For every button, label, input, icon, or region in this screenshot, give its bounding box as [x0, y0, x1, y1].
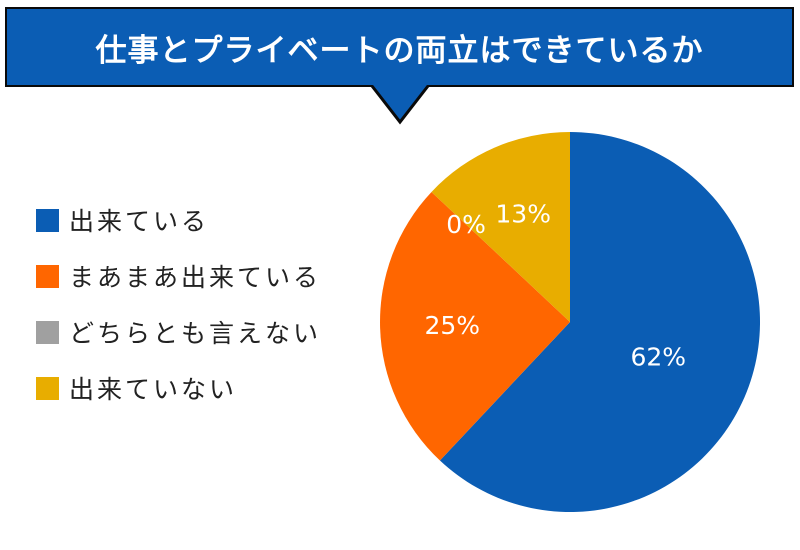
title-banner: 仕事とプライベートの両立はできているか	[5, 7, 794, 87]
legend-swatch	[36, 208, 59, 232]
legend-item-dekiteiru: 出来ている	[36, 192, 366, 248]
slice-label-maamaa: 25%	[425, 311, 481, 340]
legend-item-dekiteinai: 出来ていない	[36, 360, 366, 416]
pie-slice-maamaa	[380, 191, 570, 461]
pie-slice-dekiteinai	[431, 132, 570, 322]
legend-label: 出来ていない	[69, 375, 238, 404]
slice-label-dekiteinai: 13%	[495, 199, 551, 228]
legend: 出来ている まあまあ出来ている どちらとも言えない 出来ていない	[36, 192, 366, 416]
legend-item-dochiratomo: どちらとも言えない	[36, 304, 366, 360]
legend-item-maamaa: まあまあ出来ている	[36, 248, 366, 304]
slice-label-dochiratomo: 0%	[446, 210, 486, 239]
legend-swatch	[36, 376, 59, 400]
legend-label: どちらとも言えない	[69, 319, 322, 348]
slice-label-dekiteiru: 62%	[631, 343, 687, 372]
legend-swatch	[36, 264, 59, 288]
legend-label: まあまあ出来ている	[69, 263, 322, 292]
pie-slice-dekiteiru	[439, 132, 761, 512]
chart-title: 仕事とプライベートの両立はできているか	[95, 32, 704, 69]
legend-swatch	[36, 320, 59, 344]
legend-label: 出来ている	[69, 207, 210, 236]
